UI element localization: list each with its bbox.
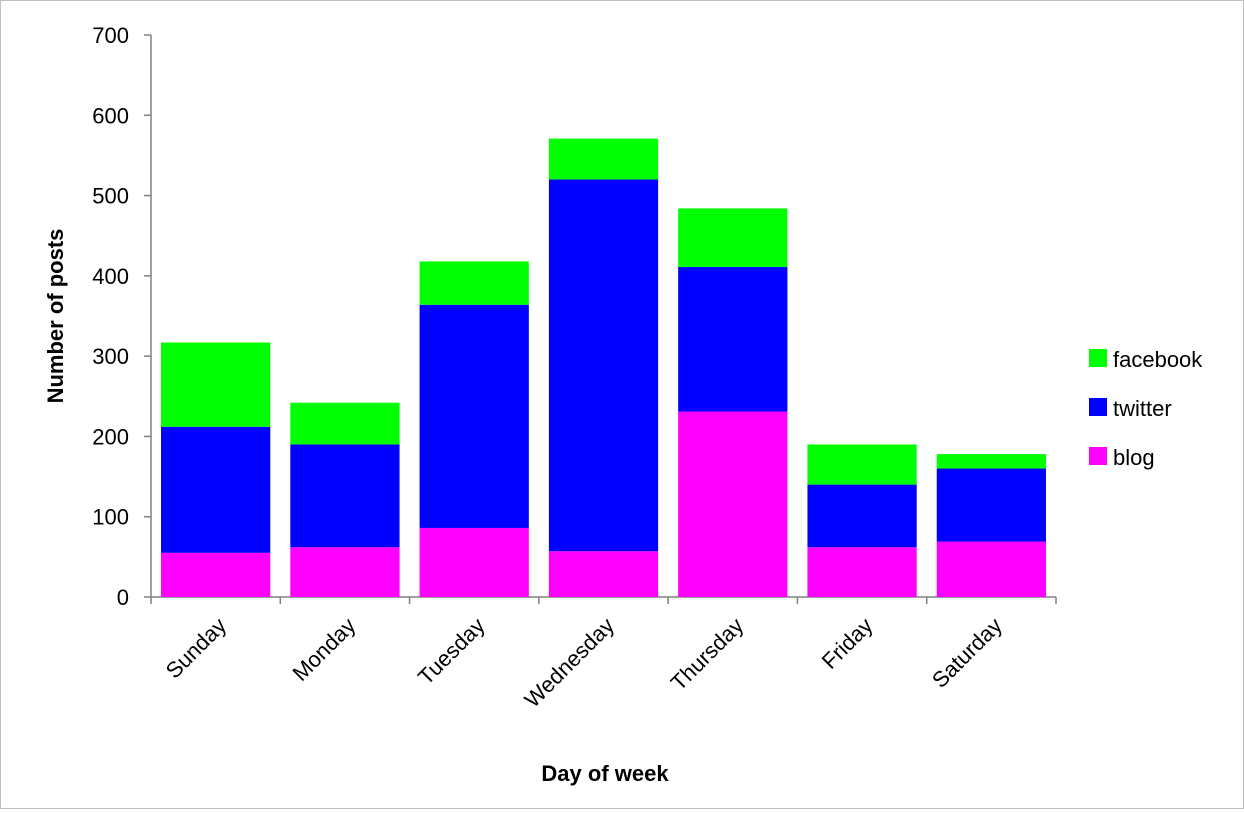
y-tick-label-100: 100 bbox=[92, 505, 129, 530]
bar-saturday-twitter bbox=[936, 468, 1046, 542]
bar-sunday-twitter bbox=[161, 426, 271, 553]
y-tick-label-200: 200 bbox=[92, 424, 129, 449]
bars bbox=[161, 138, 1046, 597]
legend-swatch-twitter bbox=[1089, 398, 1107, 416]
bar-wednesday-facebook bbox=[548, 138, 659, 180]
x-tick-label-saturday: Saturday bbox=[927, 613, 1007, 693]
x-tick-label-thursday: Thursday bbox=[666, 613, 749, 696]
bar-thursday-twitter bbox=[678, 267, 788, 412]
legend-swatch-facebook bbox=[1089, 349, 1107, 367]
x-axis-title: Day of week bbox=[541, 761, 669, 786]
x-tick-label-monday: Monday bbox=[287, 613, 360, 686]
x-tick-label-tuesday: Tuesday bbox=[413, 613, 490, 690]
bar-thursday-blog bbox=[678, 411, 788, 597]
bar-friday-blog bbox=[807, 547, 917, 597]
bar-wednesday-twitter bbox=[548, 179, 659, 552]
bar-friday-twitter bbox=[807, 484, 917, 548]
y-tick-label-400: 400 bbox=[92, 264, 129, 289]
bar-tuesday-twitter bbox=[419, 304, 529, 528]
y-tick-label-700: 700 bbox=[92, 23, 129, 48]
bar-monday-blog bbox=[290, 547, 400, 597]
y-axis-title: Number of posts bbox=[43, 229, 68, 404]
bar-wednesday-blog bbox=[548, 551, 659, 597]
bar-friday-facebook bbox=[807, 444, 917, 485]
y-tick-label-0: 0 bbox=[117, 585, 129, 610]
x-tick-label-friday: Friday bbox=[817, 613, 878, 674]
x-tick-label-sunday: Sunday bbox=[161, 613, 231, 683]
bar-tuesday-blog bbox=[419, 527, 529, 597]
bar-saturday-facebook bbox=[936, 454, 1046, 469]
bar-monday-twitter bbox=[290, 444, 400, 548]
bar-thursday-facebook bbox=[678, 208, 788, 268]
bar-sunday-facebook bbox=[161, 342, 271, 427]
legend-swatch-blog bbox=[1089, 447, 1107, 465]
legend-label-facebook: facebook bbox=[1113, 347, 1203, 372]
x-tick-label-wednesday: Wednesday bbox=[519, 613, 619, 713]
bar-sunday-blog bbox=[161, 552, 271, 597]
y-axis: 0 100 200 300 400 500 600 700 bbox=[92, 23, 152, 610]
x-axis: Sunday Monday Tuesday Wednesday Thursday Frid… bbox=[150, 596, 1057, 713]
legend-label-blog: blog bbox=[1113, 445, 1155, 470]
legend: facebook twitter blog bbox=[1089, 347, 1203, 470]
y-tick-label-300: 300 bbox=[92, 344, 129, 369]
bar-monday-facebook bbox=[290, 402, 400, 445]
bar-saturday-blog bbox=[936, 541, 1046, 597]
y-tick-label-600: 600 bbox=[92, 103, 129, 128]
y-tick-label-500: 500 bbox=[92, 184, 129, 209]
bar-tuesday-facebook bbox=[419, 261, 529, 305]
legend-label-twitter: twitter bbox=[1113, 396, 1172, 421]
